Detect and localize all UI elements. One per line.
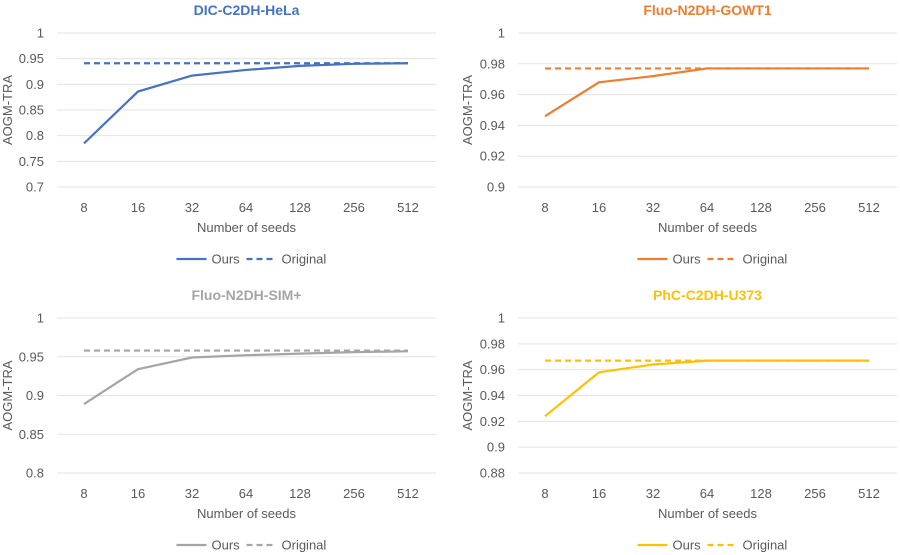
y-axis-label: AOGM-TRA: [0, 75, 15, 145]
legend-label-ours: Ours: [673, 252, 702, 267]
x-tick-label: 32: [185, 200, 199, 215]
x-axis-label: Number of seeds: [197, 506, 296, 521]
y-axis-label: AOGM-TRA: [0, 360, 15, 430]
series-line-ours: [83, 62, 409, 145]
y-tick-label: 0.94: [480, 118, 505, 133]
legend: Ours Original: [176, 538, 327, 553]
legend-label-original: Original: [282, 538, 327, 553]
chart-title: Fluo-N2DH-GOWT1: [643, 2, 772, 18]
y-tick-label: 0.75: [19, 154, 44, 169]
y-tick-label: 0.85: [19, 103, 44, 118]
x-tick-label: 512: [858, 200, 880, 215]
series-line-ours: [544, 359, 869, 418]
x-tick-label: 512: [858, 486, 880, 501]
x-tick-label: 32: [185, 486, 199, 501]
y-tick-label: 0.9: [487, 180, 505, 195]
y-tick-label: 0.98: [480, 336, 505, 351]
y-tick-label: 0.94: [480, 388, 505, 403]
y-tick-label: 0.98: [480, 56, 505, 71]
x-tick-label: 512: [397, 486, 419, 501]
x-tick-label: 16: [592, 200, 606, 215]
y-tick-label: 1: [37, 26, 44, 41]
x-tick-label: 128: [750, 486, 772, 501]
chart-panel-2: Fluo-N2DH-GOWT1 0.9 0.92 0.94 0.96 0.98 1 8 16 32…: [460, 2, 897, 267]
y-tick-label: 0.85: [19, 427, 44, 442]
chart-panel-1: DIC-C2DH-HeLa 0.7 0.75 0.8 0.85 0.9 0.95 1 8 16 32…: [0, 2, 436, 267]
chart-panel-4: PhC-C2DH-U373 0.88 0.9 0.92 0.94 0.96 0.98 1 8 16…: [460, 287, 897, 553]
y-tick-label: 0.9: [487, 440, 505, 455]
y-tick-label: 0.8: [26, 128, 44, 143]
legend-label-original: Original: [282, 252, 327, 267]
y-tick-label: 1: [498, 311, 505, 326]
y-tick-label: 0.96: [480, 362, 505, 377]
legend: Ours Original: [176, 252, 327, 267]
y-tick-label: 1: [498, 26, 505, 41]
x-tick-label: 256: [804, 200, 826, 215]
x-axis-label: Number of seeds: [658, 506, 757, 521]
x-tick-label: 32: [646, 200, 660, 215]
x-tick-label: 128: [289, 486, 311, 501]
x-axis-label: Number of seeds: [658, 220, 757, 235]
x-tick-label: 8: [541, 486, 548, 501]
y-axis-label: AOGM-TRA: [460, 75, 475, 145]
chart-title: PhC-C2DH-U373: [653, 287, 762, 303]
y-tick-label: 0.92: [480, 149, 505, 164]
y-tick-label: 0.7: [26, 180, 44, 195]
legend-label-ours: Ours: [673, 538, 702, 553]
legend-label-original: Original: [743, 538, 788, 553]
x-tick-label: 256: [343, 486, 365, 501]
y-tick-label: 0.9: [26, 388, 44, 403]
x-tick-label: 256: [804, 486, 826, 501]
x-tick-label: 64: [700, 200, 714, 215]
series-line-ours: [83, 350, 409, 405]
y-tick-label: 0.88: [480, 466, 505, 481]
x-tick-label: 256: [343, 200, 365, 215]
x-tick-label: 128: [289, 200, 311, 215]
x-tick-label: 64: [239, 486, 253, 501]
x-tick-label: 8: [80, 486, 87, 501]
legend-label-original: Original: [743, 252, 788, 267]
y-tick-label: 0.95: [19, 51, 44, 66]
x-tick-label: 16: [592, 486, 606, 501]
y-tick-label: 0.92: [480, 414, 505, 429]
x-tick-label: 16: [131, 486, 145, 501]
x-tick-label: 64: [239, 200, 253, 215]
legend: Ours Original: [637, 538, 788, 553]
x-axis-label: Number of seeds: [197, 220, 296, 235]
legend: Ours Original: [637, 252, 788, 267]
x-tick-label: 512: [397, 200, 419, 215]
chart-panel-3: Fluo-N2DH-SIM+ 0.8 0.85 0.9 0.95 1 8 16 32 64 128 2…: [0, 287, 436, 553]
y-tick-label: 0.9: [26, 77, 44, 92]
y-tick-label: 0.96: [480, 87, 505, 102]
x-tick-label: 8: [541, 200, 548, 215]
y-tick-label: 0.95: [19, 349, 44, 364]
chart-title: Fluo-N2DH-SIM+: [191, 287, 301, 303]
x-tick-label: 16: [131, 200, 145, 215]
x-tick-label: 128: [750, 200, 772, 215]
x-tick-label: 8: [80, 200, 87, 215]
y-tick-label: 0.8: [26, 466, 44, 481]
legend-label-ours: Ours: [212, 538, 241, 553]
y-tick-label: 1: [37, 311, 44, 326]
series-line-ours: [544, 67, 869, 118]
chart-title: DIC-C2DH-HeLa: [194, 2, 300, 18]
x-tick-label: 32: [646, 486, 660, 501]
y-axis-label: AOGM-TRA: [460, 360, 475, 430]
legend-label-ours: Ours: [212, 252, 241, 267]
x-tick-label: 64: [700, 486, 714, 501]
